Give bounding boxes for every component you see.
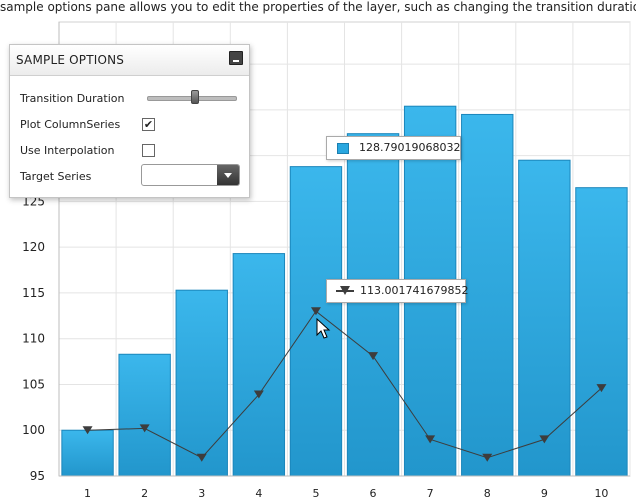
column-series-swatch-icon [337, 143, 349, 154]
bar [461, 113, 514, 477]
slider-thumb[interactable] [191, 90, 200, 104]
x-tick-label: 9 [541, 487, 548, 500]
line-point [539, 435, 550, 444]
line-point [196, 453, 207, 462]
line-series [82, 307, 607, 462]
line-series-marker-icon [336, 286, 354, 295]
x-tick-label: 8 [484, 487, 491, 500]
collapse-icon[interactable] [229, 51, 243, 65]
line-path [87, 310, 602, 459]
line-point [253, 390, 264, 399]
plot-column-series-label: Plot ColumnSeries [20, 118, 121, 131]
description-text: sample options pane allows you to edit t… [0, 0, 636, 14]
y-tick-label: 105 [22, 377, 45, 391]
x-tick-label: 3 [198, 487, 205, 500]
line-tooltip-value: 113.001741679852 [360, 284, 469, 297]
y-tick-label: 120 [22, 240, 45, 254]
x-tick-label: 7 [427, 487, 434, 500]
use-interpolation-checkbox[interactable] [142, 144, 155, 157]
bar [175, 289, 228, 477]
bar [232, 253, 286, 477]
x-tick-label: 6 [370, 487, 377, 500]
options-panel-title: SAMPLE OPTIONS [16, 53, 125, 67]
bar [575, 187, 628, 477]
x-tick-label: 4 [255, 487, 262, 500]
sample-options-panel: SAMPLE OPTIONS Transition Duration Plot … [9, 44, 250, 198]
y-tick-label: 110 [22, 332, 45, 346]
y-tick-label: 115 [22, 286, 45, 300]
x-tick-label: 10 [594, 487, 608, 500]
line-tooltip: 113.001741679852 [326, 279, 469, 303]
bar [118, 353, 171, 477]
transition-duration-label: Transition Duration [20, 92, 125, 105]
x-tick-label: 1 [84, 487, 91, 500]
y-tick-label: 100 [22, 423, 45, 437]
column-tooltip: 128.79019068032 [326, 136, 461, 160]
line-point [310, 307, 321, 316]
chevron-down-icon[interactable] [217, 165, 239, 185]
column-series [61, 105, 628, 477]
line-point [482, 453, 493, 462]
line-point [139, 424, 150, 433]
bar [518, 159, 571, 477]
line-point [368, 352, 379, 361]
bar [61, 429, 114, 477]
target-series-dropdown[interactable] [141, 164, 240, 186]
plot-column-series-checkbox[interactable]: ✔ [142, 118, 155, 131]
line-point [82, 426, 93, 435]
line-point [596, 384, 607, 393]
bar [346, 133, 400, 477]
y-tick-label: 95 [30, 469, 45, 483]
options-panel-header: SAMPLE OPTIONS [10, 45, 249, 76]
x-tick-label: 2 [141, 487, 148, 500]
mouse-cursor-icon [316, 318, 331, 339]
use-interpolation-label: Use Interpolation [20, 144, 115, 157]
target-series-label: Target Series [20, 170, 92, 183]
x-tick-label: 5 [312, 487, 319, 500]
bar [289, 166, 343, 477]
column-tooltip-value: 128.79019068032 [359, 141, 461, 154]
line-point [425, 435, 436, 444]
